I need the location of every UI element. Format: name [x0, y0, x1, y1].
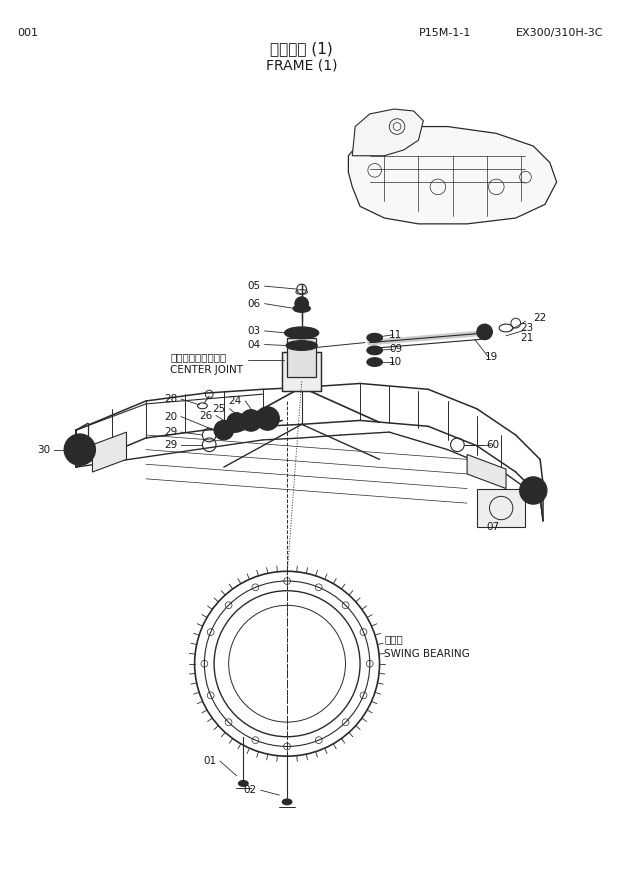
Polygon shape — [467, 455, 506, 489]
Circle shape — [214, 421, 234, 440]
Text: EX300/310H-3C: EX300/310H-3C — [516, 28, 603, 38]
Text: 21: 21 — [521, 333, 534, 343]
Text: 001: 001 — [17, 28, 38, 38]
Polygon shape — [348, 127, 557, 223]
Text: 09: 09 — [389, 345, 402, 354]
Ellipse shape — [367, 333, 383, 342]
Text: 24: 24 — [228, 396, 241, 406]
Text: 10: 10 — [389, 357, 402, 367]
Text: P15M-1-1: P15M-1-1 — [418, 28, 471, 38]
Text: 旋回輪: 旋回輪 — [384, 635, 403, 644]
Text: 23: 23 — [521, 323, 534, 333]
Polygon shape — [287, 338, 316, 376]
Circle shape — [520, 477, 547, 504]
Text: 03: 03 — [247, 326, 261, 336]
Text: センタージョイント: センタージョイント — [170, 352, 226, 362]
Circle shape — [477, 324, 492, 340]
Text: 26: 26 — [199, 410, 212, 421]
Polygon shape — [92, 432, 126, 472]
Text: 25: 25 — [213, 404, 226, 414]
Text: 29: 29 — [164, 440, 177, 450]
Text: 04: 04 — [247, 340, 261, 349]
Text: 06: 06 — [247, 299, 261, 309]
Text: CENTER JOINT: CENTER JOINT — [170, 365, 243, 375]
Text: SWING BEARING: SWING BEARING — [384, 649, 470, 659]
Text: 20: 20 — [164, 411, 177, 422]
Text: FRAME (1): FRAME (1) — [266, 58, 337, 72]
Text: 07: 07 — [487, 522, 500, 533]
Text: 02: 02 — [244, 785, 257, 795]
Text: フレーム (1): フレーム (1) — [270, 41, 333, 56]
Ellipse shape — [293, 305, 311, 313]
Circle shape — [241, 409, 262, 431]
Ellipse shape — [367, 346, 383, 354]
Circle shape — [64, 434, 95, 465]
Circle shape — [256, 407, 279, 430]
Text: 01: 01 — [203, 756, 216, 766]
Text: 05: 05 — [247, 281, 261, 292]
Ellipse shape — [239, 780, 248, 787]
Circle shape — [295, 297, 309, 311]
Text: 28: 28 — [164, 394, 177, 404]
Text: 11: 11 — [389, 330, 402, 340]
Ellipse shape — [282, 799, 292, 805]
Polygon shape — [477, 489, 526, 527]
Polygon shape — [282, 353, 321, 391]
Ellipse shape — [286, 340, 317, 350]
Circle shape — [227, 413, 246, 432]
Polygon shape — [352, 109, 423, 155]
Ellipse shape — [367, 358, 383, 367]
Text: 19: 19 — [485, 352, 498, 362]
Text: 22: 22 — [533, 313, 547, 323]
Ellipse shape — [285, 327, 319, 339]
Text: 60: 60 — [487, 440, 500, 450]
Text: 30: 30 — [37, 444, 51, 455]
Text: 29: 29 — [164, 427, 177, 437]
